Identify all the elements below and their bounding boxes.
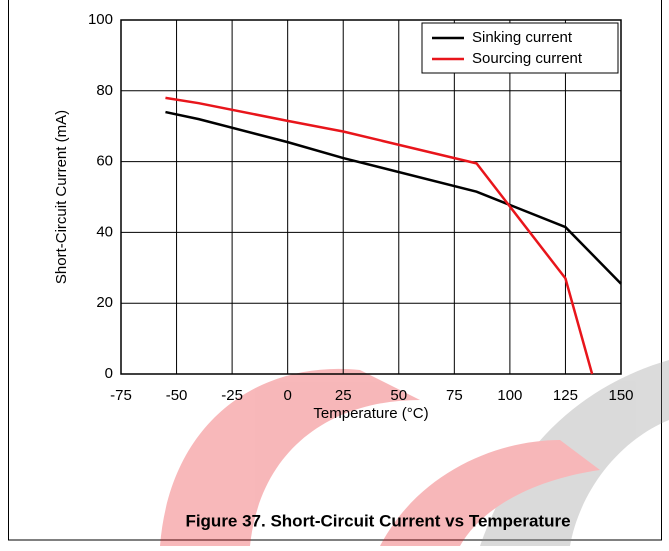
y-tick-label: 100 — [88, 11, 113, 28]
y-tick-label: 40 — [96, 223, 113, 240]
x-tick-label: 150 — [608, 387, 633, 404]
series-line — [165, 96, 594, 375]
y-tick-label: 80 — [96, 82, 113, 99]
x-tick-label: 100 — [497, 387, 522, 404]
x-tick-label: -75 — [110, 387, 132, 404]
y-tick-label: 0 — [105, 365, 113, 382]
x-tick-label: 25 — [335, 387, 352, 404]
legend-label: Sourcing current — [472, 50, 583, 67]
x-axis-label: Temperature (°C) — [313, 405, 428, 422]
frame — [8, 0, 662, 541]
x-tick-label: -50 — [166, 387, 188, 404]
y-tick-label: 60 — [96, 153, 113, 170]
y-axis-label: Short-Circuit Current (mA) — [53, 110, 70, 284]
series-line — [165, 110, 622, 285]
legend-box — [421, 22, 619, 74]
x-tick-label: 75 — [446, 387, 463, 404]
x-tick-label: 0 — [283, 387, 291, 404]
x-tick-label: -25 — [221, 387, 243, 404]
x-tick-label: 125 — [553, 387, 578, 404]
x-tick-label: 50 — [390, 387, 407, 404]
y-tick-label: 20 — [96, 294, 113, 311]
caption: Figure 37. Short-Circuit Current vs Temp… — [185, 511, 570, 530]
watermark — [160, 360, 669, 546]
legend-label: Sinking current — [472, 29, 573, 46]
